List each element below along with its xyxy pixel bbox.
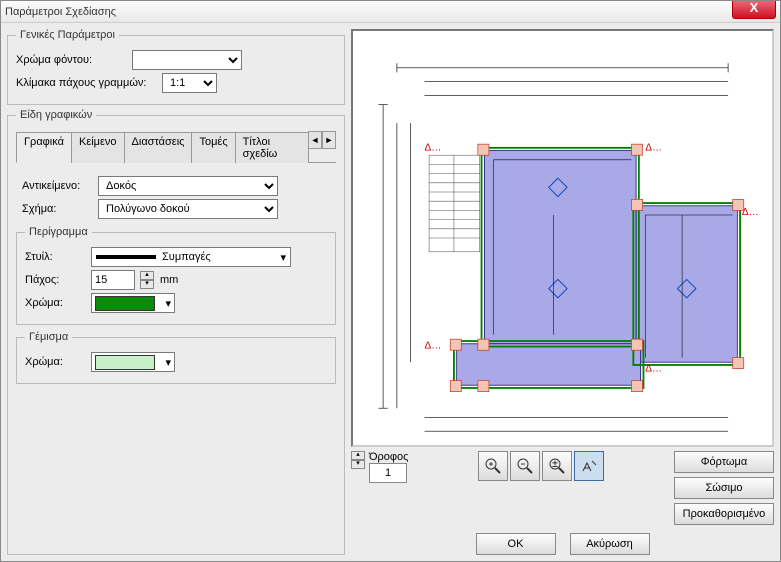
svg-text:Δ…: Δ…: [425, 340, 442, 351]
fill-legend: Γέμισμα: [25, 331, 72, 343]
bgcolor-select[interactable]: [132, 50, 242, 70]
lineweight-select[interactable]: 1:1: [162, 73, 217, 93]
tab-dimensions[interactable]: Διαστάσεις: [124, 132, 193, 163]
thickness-unit: mm: [160, 274, 178, 286]
svg-text:Δ…: Δ…: [425, 143, 442, 154]
line-sample: [96, 255, 156, 259]
zoom-out-button[interactable]: [510, 451, 540, 481]
titlebar-text: Παράμετροι Σχεδίασης: [5, 6, 116, 18]
tab-scroll-right[interactable]: ►: [322, 131, 336, 149]
outline-color-label: Χρώμα:: [25, 297, 85, 309]
svg-text:Δ…: Δ…: [645, 143, 662, 154]
outline-group: Περίγραμμα Στυίλ: Συμπαγές ▾ Πάχος: ▴▾: [16, 226, 336, 325]
fill-color-select[interactable]: ▾: [91, 352, 175, 372]
graphics-legend: Είδη γραφικών: [16, 109, 96, 121]
dialog-buttons: OK Ακύρωση: [351, 533, 774, 555]
cancel-button[interactable]: Ακύρωση: [570, 533, 650, 555]
close-button[interactable]: X: [732, 1, 776, 19]
object-select[interactable]: Δοκός: [98, 176, 278, 196]
tab-sections[interactable]: Τομές: [191, 132, 235, 163]
dialog-window: Παράμετροι Σχεδίασης X Γενικές Παράμετρο…: [0, 0, 781, 562]
tab-graphics[interactable]: Γραφικά: [16, 132, 72, 163]
save-button[interactable]: Σώσιμο: [674, 477, 774, 499]
svg-text:±: ±: [552, 458, 558, 470]
shape-label: Σχήμα:: [22, 203, 92, 215]
tab-strip: Γραφικά Κείμενο Διαστάσεις Τομές Τίτλοι …: [16, 131, 336, 163]
floor-input[interactable]: 1: [369, 463, 407, 483]
zoom-extents-button[interactable]: ±: [542, 451, 572, 481]
tab-text[interactable]: Κείμενο: [71, 132, 125, 163]
zoom-in-button[interactable]: [478, 451, 508, 481]
load-button[interactable]: Φόρτωμα: [674, 451, 774, 473]
outline-legend: Περίγραμμα: [25, 226, 92, 238]
thickness-label: Πάχος:: [25, 274, 85, 286]
fill-color-swatch: [95, 355, 155, 370]
thickness-spinner[interactable]: ▴▾: [140, 271, 154, 289]
default-button[interactable]: Προκαθορισμένο: [674, 503, 774, 525]
tab-titles[interactable]: Τίτλοι σχεδίω: [235, 132, 309, 163]
object-label: Αντικείμενο:: [22, 180, 92, 192]
tab-scroll: ◄ ►: [308, 131, 336, 162]
shape-select[interactable]: Πολύγωνο δοκού: [98, 199, 278, 219]
outline-color-swatch: [95, 296, 155, 311]
svg-text:Δ…: Δ…: [645, 363, 662, 374]
tab-scroll-left[interactable]: ◄: [308, 131, 322, 149]
titlebar: Παράμετροι Σχεδίασης X: [1, 1, 780, 23]
fill-group: Γέμισμα Χρώμα: ▾: [16, 331, 336, 384]
graphics-group: Είδη γραφικών Γραφικά Κείμενο Διαστάσεις…: [7, 109, 345, 555]
plan-svg: Δ… Δ… Δ… Δ… Δ…: [353, 31, 772, 445]
preview-toolbar: ▴▾ Όροφος 1 ± Φόρτωμα Σώσιμο Προκαθορισμ…: [351, 451, 774, 525]
floor-spinner[interactable]: ▴▾: [351, 451, 365, 469]
style-select[interactable]: Συμπαγές ▾: [91, 247, 291, 267]
fill-color-label: Χρώμα:: [25, 356, 85, 368]
style-value: Συμπαγές: [162, 251, 211, 263]
plan-preview: Δ… Δ… Δ… Δ… Δ…: [351, 29, 774, 447]
outline-color-select[interactable]: ▾: [91, 293, 175, 313]
pan-button[interactable]: [574, 451, 604, 481]
bgcolor-label: Χρώμα φόντου:: [16, 54, 126, 66]
thickness-input[interactable]: [91, 270, 135, 290]
general-params-legend: Γενικές Παράμετροι: [16, 29, 119, 41]
general-params-group: Γενικές Παράμετροι Χρώμα φόντου: Κλίμακα…: [7, 29, 345, 105]
style-label: Στυίλ:: [25, 251, 85, 263]
floor-label: Όροφος: [369, 451, 408, 463]
lineweight-label: Κλίμακα πάχους γραμμών:: [16, 77, 156, 89]
svg-text:Δ…: Δ…: [742, 207, 759, 218]
ok-button[interactable]: OK: [476, 533, 556, 555]
